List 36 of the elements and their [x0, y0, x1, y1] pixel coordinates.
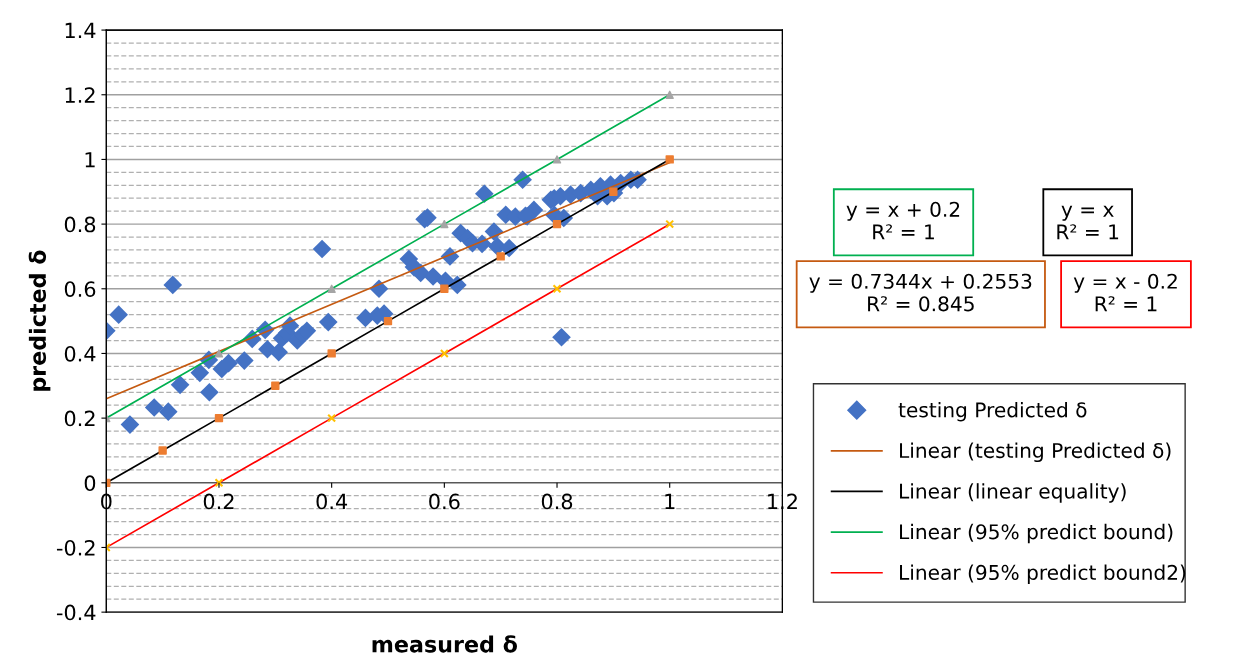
legend-label: Linear (testing Predicted δ)	[900, 442, 1171, 463]
text: y = 0.7344x + 0.2553 R² = 0.845	[809, 273, 1032, 312]
legend-label: Linear (95% predict bound)	[900, 523, 1173, 544]
y-tick-label: 1.4	[65, 22, 96, 38]
x-tick-label: 1	[665, 493, 675, 510]
point	[665, 219, 675, 229]
point	[440, 219, 449, 229]
y-tick-label: 0.2	[64, 410, 95, 427]
x-axis-title: measured δ	[372, 635, 517, 653]
y-tick-label: 1	[85, 152, 95, 168]
x-tick-label: 0.4	[316, 493, 348, 510]
legend-label: Linear (linear equality)	[900, 483, 1126, 503]
point	[327, 413, 337, 423]
y-tick-label: -0.2	[56, 539, 95, 556]
y-axis-title: predicted δ	[28, 250, 51, 391]
x-tick-label: 0.6	[429, 493, 460, 510]
legend-label: Linear (95% predict bound2)	[900, 564, 1186, 584]
y-tick-label: 0.6	[64, 281, 96, 297]
x-tick-label: 0.8	[541, 493, 573, 510]
point	[214, 349, 224, 358]
point	[327, 284, 336, 293]
text: y = x R² = 1	[1057, 205, 1119, 240]
point	[552, 155, 562, 164]
text: y = x + 0.2 R² = 1	[846, 201, 960, 240]
point	[665, 90, 674, 99]
y-tick-label: 1.2	[65, 87, 95, 103]
point	[552, 284, 562, 294]
y-tick-label: 0.4	[64, 345, 96, 362]
legend-label: testing Predicted δ	[898, 401, 1087, 422]
x-tick-label: 0.2	[203, 493, 234, 510]
point	[214, 478, 224, 488]
y-tick-label: 0	[84, 475, 96, 492]
text: y = x - 0.2 R² = 1	[1073, 273, 1177, 312]
point	[439, 348, 449, 358]
y-tick-label: 0.8	[64, 216, 96, 233]
y-tick-label: -0.4	[56, 604, 96, 621]
